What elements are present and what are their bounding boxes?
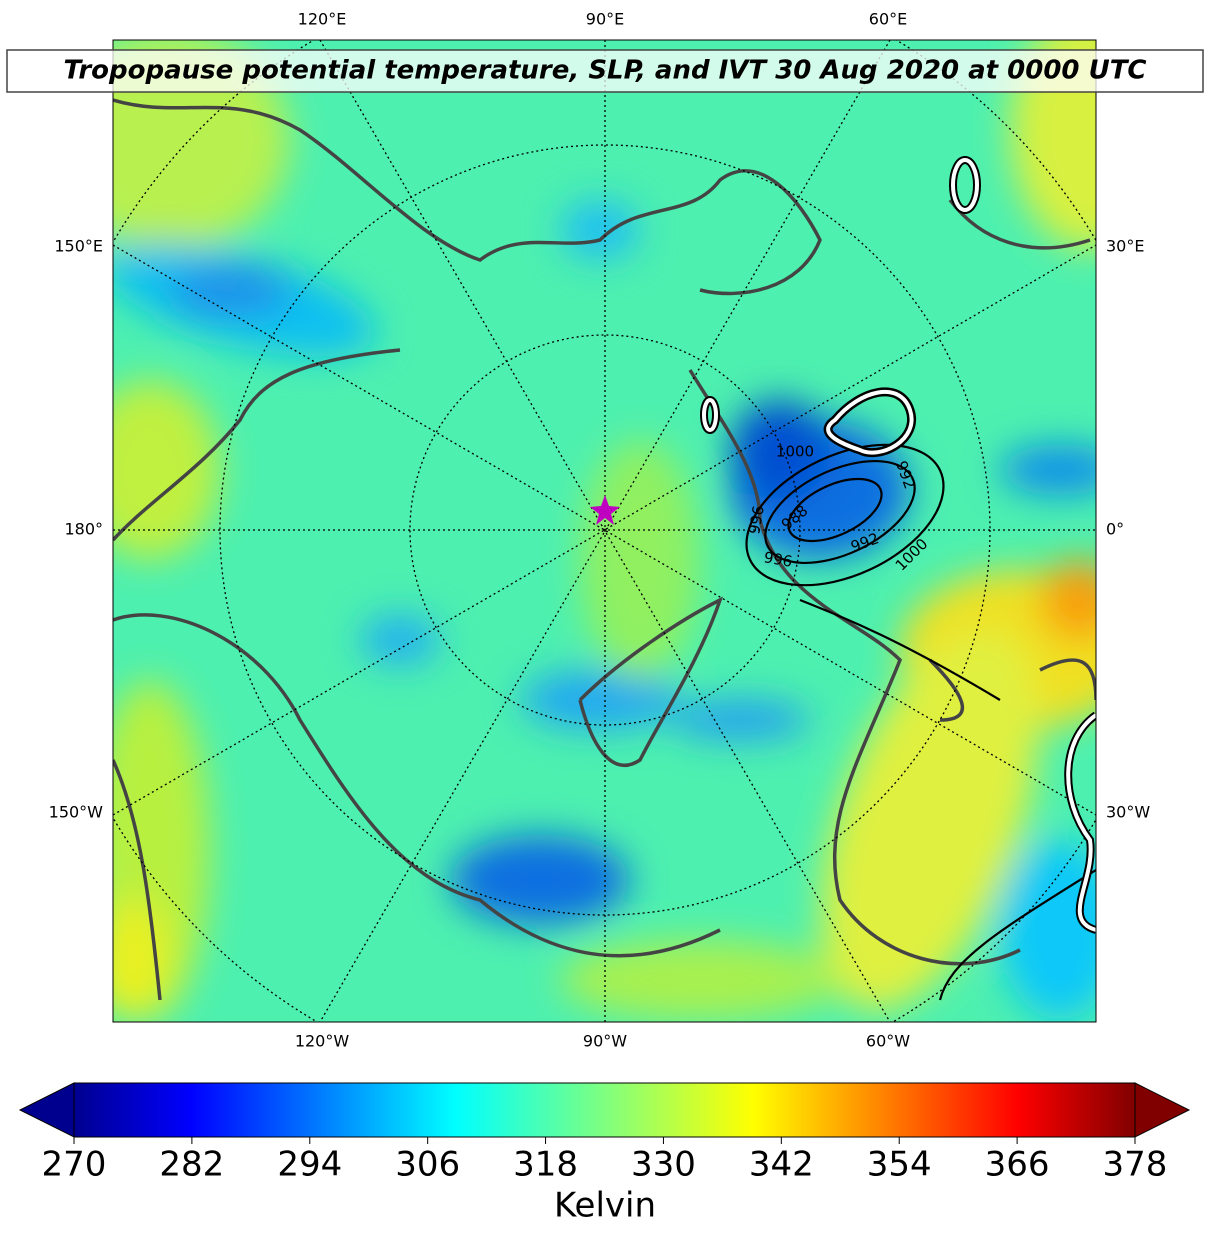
colorbar-low-extension (18, 1082, 75, 1138)
colorbar-tick-label: 342 (749, 1145, 814, 1185)
colorbar-tick-label: 330 (631, 1145, 696, 1185)
longitude-label: 180° (64, 520, 103, 539)
colorbar-ticks: 270 282 294 306 318 330 342 354 366 378 (42, 1137, 1168, 1185)
colorbar-tick-label: 366 (985, 1145, 1050, 1185)
coastlines (113, 98, 1096, 1001)
longitude-label: 90°W (583, 1032, 627, 1051)
graticule-labels: 120°E 90°E 60°E 120°W 90°W 60°W 150°E 180° 150°W… (49, 10, 1151, 1051)
longitude-label: 90°E (586, 10, 624, 29)
map-area (113, 40, 1096, 1022)
isobar-label: 996 (762, 548, 793, 571)
longitude-label: 30°E (1106, 237, 1144, 256)
colorbar-tick-label: 378 (1103, 1145, 1168, 1185)
graticule (113, 40, 1096, 1022)
longitude-label: 30°W (1106, 803, 1150, 822)
isobars (745, 443, 1096, 1001)
longitude-label: 60°E (869, 10, 907, 29)
colorbar-tick-label: 306 (395, 1145, 460, 1185)
longitude-label: 120°E (298, 10, 347, 29)
colorbar-tick-label: 270 (42, 1145, 107, 1185)
title-box (6, 49, 1204, 93)
colorbar (73, 1082, 1136, 1138)
longitude-label: 150°E (54, 237, 103, 256)
longitude-label: 150°W (49, 803, 104, 822)
colorbar-tick-label: 282 (159, 1145, 224, 1185)
longitude-label: 0° (1106, 520, 1124, 539)
colorbar-high-extension (1134, 1082, 1191, 1138)
map-frame (112, 39, 1097, 1023)
isobar-label: 1000 (776, 443, 814, 461)
isobar-label: 996 (745, 504, 768, 535)
colorbar-tick-label: 294 (277, 1145, 342, 1185)
colorbar-tick-label: 354 (867, 1145, 932, 1185)
longitude-label: 120°W (295, 1032, 350, 1051)
pole-star (590, 495, 620, 525)
colorbar-label: Kelvin (554, 1186, 656, 1226)
longitude-label: 60°W (866, 1032, 910, 1051)
title: Tropopause potential temperature, SLP, a… (63, 56, 1146, 86)
colorbar-tick-label: 318 (513, 1145, 578, 1185)
ivt-contours-inner (702, 158, 1096, 932)
